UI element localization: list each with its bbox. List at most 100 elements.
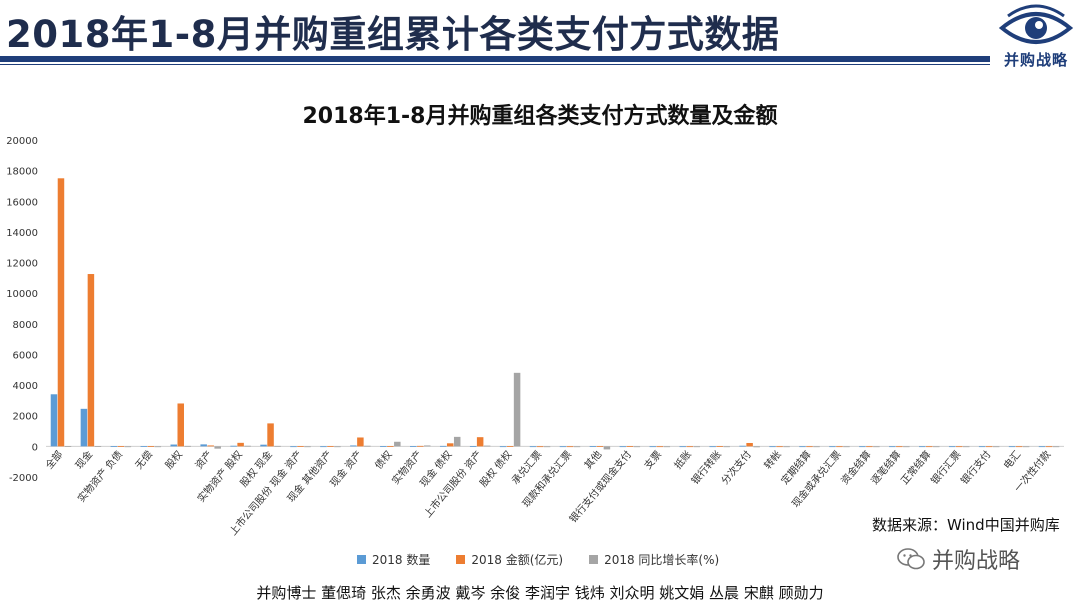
bar-amount bbox=[117, 446, 125, 447]
bar-growth bbox=[453, 436, 461, 447]
y-tick-label: -2000 bbox=[9, 473, 38, 484]
bar-amount bbox=[626, 446, 634, 448]
bar-count bbox=[799, 446, 806, 448]
bar-amount bbox=[297, 446, 304, 447]
bar-amount bbox=[836, 446, 843, 448]
x-tick-label: 逐笔结算 bbox=[868, 448, 904, 487]
y-tick-label: 12000 bbox=[6, 259, 38, 270]
bar-growth bbox=[753, 446, 760, 448]
bar-growth bbox=[64, 446, 72, 447]
legend-item-count: 2018 数量 bbox=[357, 551, 430, 568]
x-tick-label: 现金或承兑汇票 bbox=[789, 448, 844, 510]
bar-amount bbox=[896, 446, 903, 448]
header: 2018年1-8月并购重组累计各类支付方式数据 并购战略 bbox=[0, 0, 1080, 70]
bar-amount bbox=[1045, 446, 1053, 448]
bar-growth bbox=[992, 446, 1000, 448]
bar-count bbox=[350, 445, 357, 447]
legend-label-count: 2018 数量 bbox=[372, 552, 431, 567]
bar-growth bbox=[334, 446, 341, 448]
bar-count bbox=[320, 446, 327, 448]
x-tick-label: 银行支付 bbox=[958, 448, 994, 487]
bar-growth bbox=[813, 446, 820, 448]
bar-count bbox=[80, 408, 88, 447]
x-tick-label: 电汇 bbox=[1001, 448, 1024, 472]
watermark-text: 并购战略 bbox=[932, 549, 1021, 574]
bar-amount bbox=[596, 446, 604, 447]
bar-amount bbox=[566, 446, 574, 448]
legend-label-amount: 2018 金额(亿元) bbox=[471, 552, 564, 567]
source-note: 数据来源：Wind中国并购库 bbox=[872, 516, 1060, 534]
bar-count bbox=[200, 444, 207, 447]
bar-count bbox=[978, 446, 986, 448]
authors-line: 并购博士 董偲琦 张杰 余勇波 戴岑 余俊 李润宇 钱炜 刘众明 姚文娟 丛晨 … bbox=[256, 584, 824, 602]
bars bbox=[50, 178, 1060, 450]
bar-count bbox=[889, 446, 896, 448]
bar-count bbox=[559, 446, 567, 448]
bar-growth bbox=[1052, 446, 1060, 448]
bar-growth bbox=[274, 445, 281, 447]
legend-item-amount: 2018 金额(亿元) bbox=[456, 551, 563, 568]
bar-growth bbox=[214, 446, 221, 449]
bar-amount bbox=[1015, 446, 1023, 448]
x-tick-label: 无偿 bbox=[132, 448, 155, 472]
bar-growth bbox=[483, 445, 491, 447]
bar-count bbox=[290, 446, 297, 448]
bar-growth bbox=[543, 446, 551, 448]
x-tick-label: 全部 bbox=[42, 448, 65, 472]
bar-count bbox=[1038, 446, 1046, 448]
bar-growth bbox=[783, 446, 790, 448]
y-tick-label: 6000 bbox=[13, 350, 38, 361]
bar-amount bbox=[87, 274, 95, 447]
y-tick-label: 8000 bbox=[13, 320, 38, 331]
y-tick-label: 2000 bbox=[13, 412, 38, 423]
logo-text: 并购战略 bbox=[1003, 51, 1068, 69]
bar-amount bbox=[656, 446, 664, 448]
bar-amount bbox=[147, 446, 155, 448]
bar-count bbox=[170, 444, 177, 447]
bar-growth bbox=[1022, 446, 1030, 448]
eye-icon bbox=[998, 4, 1074, 44]
y-tick-label: 10000 bbox=[6, 289, 38, 300]
chart-legend: 2018 数量 2018 金额(亿元) 2018 同比增长率(%) bbox=[357, 551, 745, 567]
x-tick-label: 抵账 bbox=[671, 448, 694, 472]
y-tick-label: 4000 bbox=[13, 381, 38, 392]
x-tick-label: 资金结算 bbox=[838, 448, 874, 487]
bar-count bbox=[380, 446, 387, 448]
x-tick-label: 转帐 bbox=[761, 448, 784, 472]
watermark: 并购战略 bbox=[896, 545, 1021, 574]
bar-amount bbox=[476, 437, 484, 447]
bar-count bbox=[230, 445, 237, 447]
bar-count bbox=[919, 446, 926, 448]
bar-amount bbox=[686, 446, 693, 448]
bar-growth bbox=[424, 445, 431, 447]
x-tick-label: 现款和承兑汇票 bbox=[519, 448, 574, 510]
legend-item-growth: 2018 同比增长率(%) bbox=[589, 551, 719, 568]
bar-count bbox=[769, 446, 776, 448]
y-axis: -2000 0 2000 4000 6000 8000 10000 12000 14000 160… bbox=[6, 136, 38, 484]
bar-amount bbox=[536, 446, 544, 448]
bar-growth bbox=[94, 446, 102, 447]
bar-count bbox=[499, 446, 507, 448]
bar-growth bbox=[244, 445, 251, 447]
x-tick-label: 支票 bbox=[642, 449, 664, 472]
bar-count bbox=[649, 446, 657, 448]
bar-amount bbox=[716, 446, 723, 448]
bar-growth bbox=[693, 446, 700, 448]
bar-growth bbox=[903, 446, 910, 448]
bar-amount bbox=[985, 446, 993, 448]
bar-growth bbox=[933, 446, 940, 448]
y-tick-label: 0 bbox=[32, 442, 38, 453]
bar-growth bbox=[873, 446, 880, 448]
x-tick-label: 正常结算 bbox=[898, 448, 934, 487]
bar-growth bbox=[513, 372, 521, 447]
bar-growth bbox=[633, 446, 641, 448]
page-title: 2018年1-8月并购重组累计各类支付方式数据 bbox=[6, 13, 780, 56]
wechat-icon bbox=[897, 548, 925, 570]
bar-amount bbox=[926, 446, 933, 448]
bar-count bbox=[619, 446, 627, 448]
y-tick-label: 20000 bbox=[6, 136, 38, 147]
logo: 并购战略 bbox=[994, 2, 1078, 70]
bar-count bbox=[859, 446, 866, 448]
legend-swatch-growth bbox=[589, 554, 599, 564]
legend-swatch-count bbox=[357, 554, 366, 564]
